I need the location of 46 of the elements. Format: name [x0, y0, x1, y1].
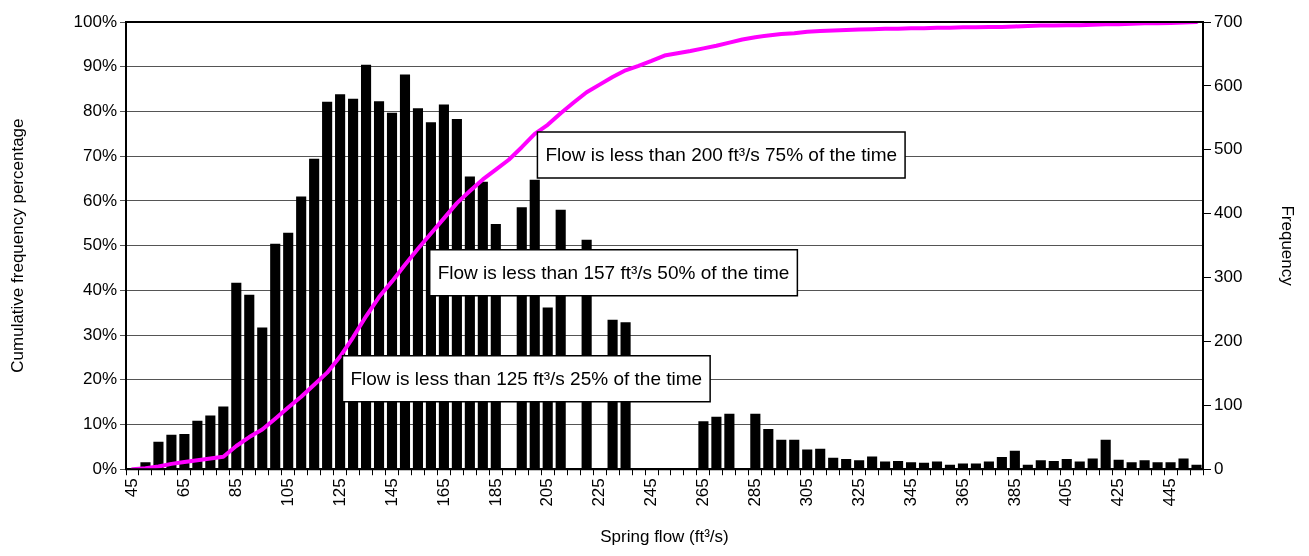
y-tick-label: 0% — [92, 458, 117, 478]
y-tick-label: 100% — [73, 11, 117, 31]
x-tick-label: 205 — [537, 478, 557, 507]
x-tick-label: 85 — [225, 478, 245, 498]
y2-tick-label: 600 — [1214, 75, 1243, 95]
x-tick-label: 365 — [952, 478, 972, 507]
annotation: Flow is less than 125 ft³/s 25% of the time — [350, 367, 703, 389]
x-tick-label: 325 — [848, 478, 868, 507]
y-tick-label: 50% — [82, 235, 117, 255]
x-tick-label: 345 — [900, 478, 920, 507]
x-tick-label: 285 — [745, 478, 765, 507]
y-tick-label: 40% — [82, 280, 117, 300]
y-tick-label: 70% — [82, 145, 117, 165]
annotation: Flow is less than 157 ft³/s 50% of the time — [437, 261, 790, 283]
y2-axis-title: Frequency — [1278, 205, 1298, 287]
y2-tick-label: 200 — [1214, 331, 1243, 351]
x-tick-label: 125 — [329, 478, 349, 507]
x-tick-label: 105 — [277, 478, 297, 507]
y2-tick-label: 500 — [1214, 139, 1243, 159]
x-axis-title: Spring flow (ft³/s) — [600, 527, 729, 547]
x-tick-label: 425 — [1108, 478, 1128, 507]
y2-tick-label: 0 — [1214, 458, 1224, 478]
y-tick-label: 90% — [82, 56, 117, 76]
x-tick-label: 145 — [381, 478, 401, 507]
x-tick-label: 45 — [122, 478, 142, 498]
x-tick-label: 245 — [641, 478, 661, 507]
y-tick-label: 20% — [82, 369, 117, 389]
y-tick-label: 80% — [82, 101, 117, 121]
y2-tick-label: 700 — [1214, 11, 1243, 31]
y2-tick-label: 400 — [1214, 203, 1243, 223]
y2-tick-label: 100 — [1214, 395, 1243, 415]
annotation: Flow is less than 200 ft³/s 75% of the time — [545, 144, 898, 166]
x-tick-label: 65 — [174, 478, 194, 498]
x-tick-label: 225 — [589, 478, 609, 507]
y-tick-label: 10% — [82, 414, 117, 434]
x-tick-label: 165 — [433, 478, 453, 507]
y-tick-label: 30% — [82, 324, 117, 344]
x-tick-label: 265 — [693, 478, 713, 507]
x-tick-label: 405 — [1056, 478, 1076, 507]
x-tick-label: 185 — [485, 478, 505, 507]
y2-tick-label: 300 — [1214, 267, 1243, 287]
x-tick-label: 385 — [1004, 478, 1024, 507]
y-axis-title: Cumulative frequency percentage — [7, 118, 27, 373]
x-tick-label: 445 — [1160, 478, 1180, 507]
x-tick-label: 305 — [796, 478, 816, 507]
y-tick-label: 60% — [82, 190, 117, 210]
